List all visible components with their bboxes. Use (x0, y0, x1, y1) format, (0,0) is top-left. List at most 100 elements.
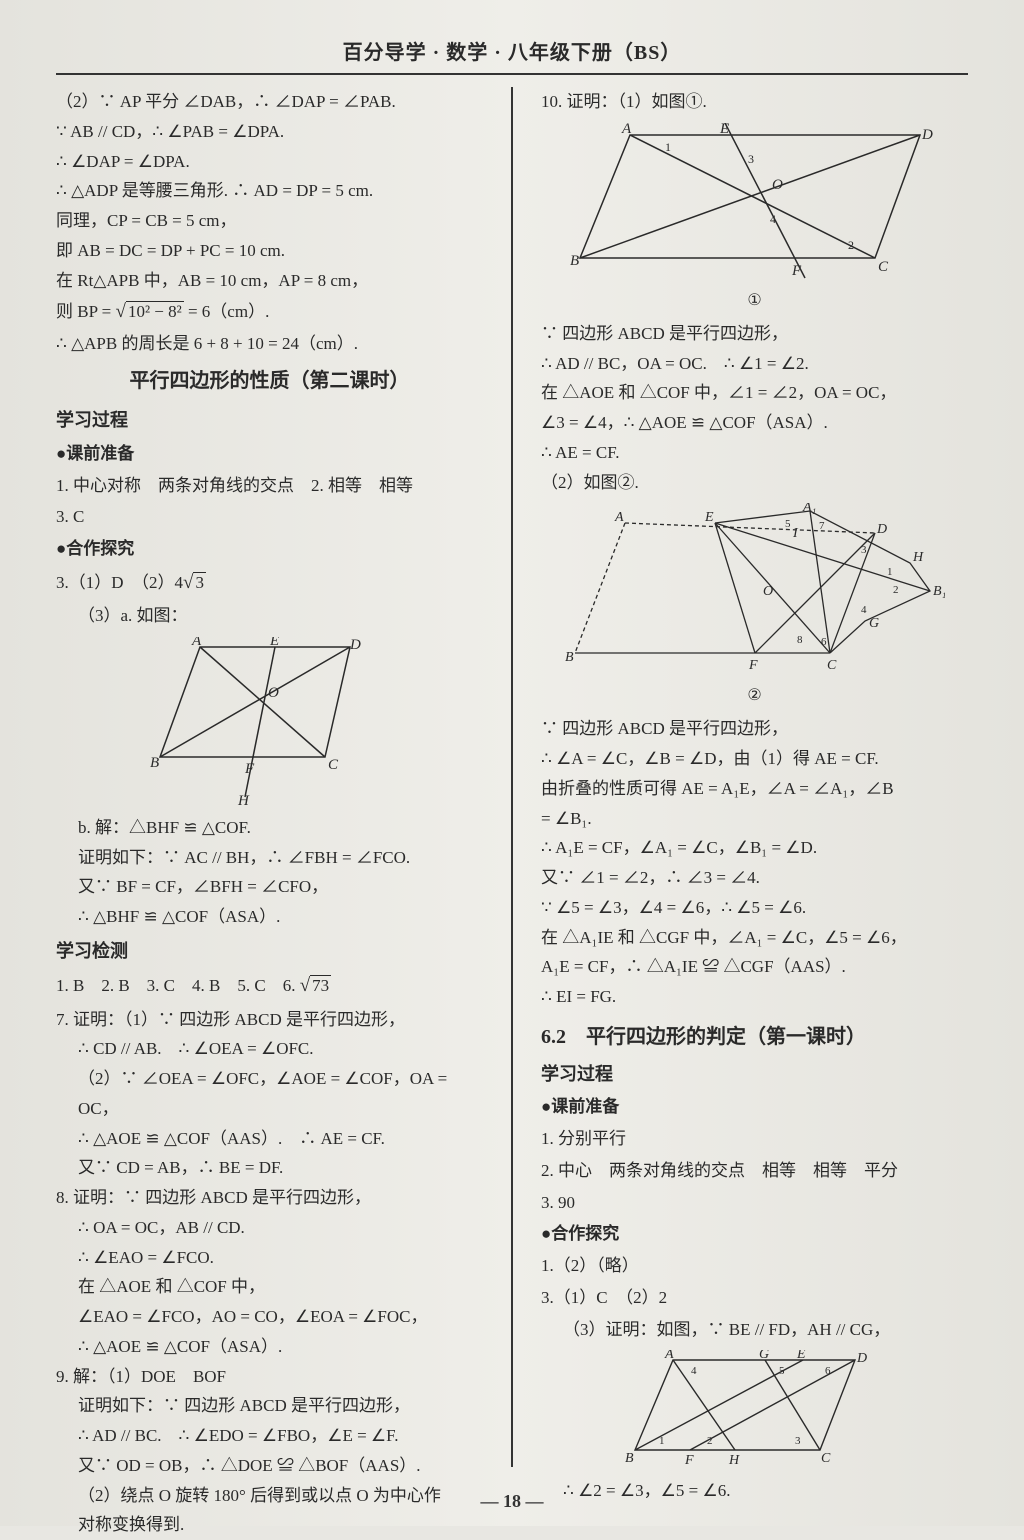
sqrt-content: 3 (193, 572, 206, 592)
text: 在 △A₁IE 和 △CGF 中，∠A₁ = ∠C，∠5 = ∠6， (541, 923, 968, 953)
text: 8. 证明：∵ 四边形 ABCD 是平行四边形， (56, 1183, 483, 1213)
answer-row: 3. 90 (541, 1188, 968, 1218)
columns: （2）∵ AP 平分 ∠DAB，∴ ∠DAP = ∠PAB. ∵ AB // C… (56, 87, 968, 1467)
svg-text:B₁: B₁ (933, 584, 945, 599)
text: ∵ AB // CD，∴ ∠PAB = ∠DPA. (56, 117, 483, 147)
svg-text:5: 5 (785, 518, 791, 530)
svg-text:E: E (719, 123, 729, 137)
text: ∴ △BHF ≌ △COF（ASA）. (56, 902, 483, 932)
text: ∵ 四边形 ABCD 是平行四边形， (541, 319, 968, 349)
bullet-heading: ●合作探究 (541, 1219, 968, 1249)
text: = 6（cm）. (184, 302, 270, 321)
bullet-heading: ●课前准备 (56, 439, 483, 469)
svg-text:4: 4 (770, 212, 776, 226)
svg-text:4: 4 (691, 1365, 697, 1377)
sqrt-content: 73 (310, 975, 331, 995)
svg-text:4: 4 (861, 604, 867, 616)
diagram-figure: AGED BFHC 456 123 (625, 1350, 885, 1470)
text: 由折叠的性质可得 AE = A₁E，∠A = ∠A₁，∠B (541, 774, 968, 804)
svg-text:1: 1 (659, 1435, 665, 1447)
text: ∵ ∠5 = ∠3，∠4 = ∠6，∴ ∠5 = ∠6. (541, 893, 968, 923)
text: 10. 证明：（1）如图①. (541, 87, 968, 117)
svg-text:6: 6 (825, 1365, 831, 1377)
svg-text:A: A (621, 123, 632, 137)
left-column: （2）∵ AP 平分 ∠DAB，∴ ∠DAP = ∠PAB. ∵ AB // C… (56, 87, 483, 1467)
column-divider (511, 87, 513, 1467)
figure-label: ② (541, 682, 968, 710)
text: ∴ △AOE ≌ △COF（AAS）. ∴ AE = CF. (56, 1124, 483, 1154)
right-column: 10. 证明：（1）如图①. A E D B F C O 1 3 4 2 (541, 87, 968, 1467)
svg-text:A: A (614, 510, 624, 525)
text: 9. 解：（1）DOE BOF (56, 1362, 483, 1392)
text: A₁E = CF，∴ △A₁IE ≌ △CGF（AAS）. (541, 952, 968, 982)
svg-text:C: C (328, 757, 339, 773)
svg-text:1: 1 (665, 140, 671, 154)
text: 7. 证明：（1）∵ 四边形 ABCD 是平行四边形， (56, 1005, 483, 1035)
section-title: 平行四边形的性质（第二课时） (56, 364, 483, 399)
text: 即 AB = DC = DP + PC = 10 cm. (56, 236, 483, 266)
text: 对称变换得到. (56, 1510, 483, 1540)
svg-text:H: H (912, 550, 924, 565)
svg-text:H: H (237, 793, 250, 807)
text: 又∵ OD = OB，∴ △DOE ≌ △BOF（AAS）. (56, 1451, 483, 1481)
svg-text:3: 3 (861, 544, 867, 556)
text: ∴ △AOE ≌ △COF（ASA）. (56, 1332, 483, 1362)
svg-text:F: F (748, 658, 758, 673)
diagram-figure: AEA₁ DIH B₁OG BFC 57 31 24 68 (565, 503, 945, 678)
answer-row: 1.（2）（略） (541, 1251, 968, 1281)
text: ∴ CD // AB. ∴ ∠OEA = ∠OFC. (56, 1034, 483, 1064)
text: ∴ ∠DAP = ∠DPA. (56, 147, 483, 177)
answer-row: 3.（1）C （2）2 (541, 1283, 968, 1313)
svg-text:1: 1 (887, 566, 893, 578)
answer-row: 3.（1）D （2）4√3 (56, 566, 483, 599)
answer-row: 2. 中心 两条对角线的交点 相等 相等 平分 (541, 1156, 968, 1186)
diagram-figure: AED BFC OH (150, 637, 390, 807)
svg-text:F: F (684, 1453, 694, 1468)
text: 则 BP = (56, 302, 116, 321)
svg-text:6: 6 (821, 636, 827, 648)
text: ∴ AD // BC. ∴ ∠EDO = ∠FBO，∠E = ∠F. (56, 1421, 483, 1451)
svg-text:C: C (827, 658, 837, 673)
text: ∴ ∠EAO = ∠FCO. (56, 1243, 483, 1273)
text: （3）a. 如图： (56, 601, 483, 631)
svg-text:E: E (704, 510, 714, 525)
answer-row: 3. C (56, 502, 483, 532)
svg-text:D: D (856, 1351, 867, 1366)
svg-text:F: F (244, 761, 255, 777)
page-header: 百分导学 · 数学 · 八年级下册（BS） (56, 36, 968, 75)
text: （2）∵ ∠OEA = ∠OFC，∠AOE = ∠COF，OA = OC， (56, 1064, 483, 1124)
sqrt-icon: √ (183, 572, 193, 593)
figure-label: ① (541, 287, 968, 315)
svg-text:2: 2 (848, 238, 854, 252)
svg-text:B: B (150, 755, 159, 771)
svg-text:O: O (772, 177, 783, 193)
text: （2）如图②. (541, 468, 968, 498)
svg-text:B: B (625, 1451, 634, 1466)
svg-text:A: A (664, 1350, 674, 1362)
diagram-figure: AED BFC O 13 42 (570, 123, 940, 283)
text: 又∵ CD = AB，∴ BE = DF. (56, 1153, 483, 1183)
chapter-title: 6.2 平行四边形的判定（第一课时） (541, 1020, 968, 1055)
text: 在 △AOE 和 △COF 中， (56, 1272, 483, 1302)
svg-text:F: F (791, 263, 802, 279)
svg-text:8: 8 (797, 634, 803, 646)
page: 百分导学 · 数学 · 八年级下册（BS） （2）∵ AP 平分 ∠DAB，∴ … (0, 0, 1024, 1526)
sub-heading: 学习检测 (56, 936, 483, 968)
text: ∴ AD // BC，OA = OC. ∴ ∠1 = ∠2. (541, 349, 968, 379)
svg-text:E: E (796, 1350, 806, 1362)
text: b. 解：△BHF ≌ △COF. (56, 813, 483, 843)
svg-text:3: 3 (795, 1435, 801, 1447)
svg-text:B: B (570, 253, 579, 269)
text: （3）证明：如图，∵ BE // FD，AH // CG， (541, 1315, 968, 1345)
svg-text:D: D (349, 637, 361, 653)
text: ∴ EI = FG. (541, 982, 968, 1012)
svg-text:3: 3 (748, 152, 754, 166)
svg-text:5: 5 (779, 1365, 785, 1377)
text: 1. B 2. B 3. C 4. B 5. C 6. (56, 976, 300, 995)
answer-row: 1. 中心对称 两条对角线的交点 2. 相等 相等 (56, 471, 483, 501)
svg-text:2: 2 (893, 584, 899, 596)
text: 又∵ BF = CF，∠BFH = ∠CFO， (56, 872, 483, 902)
svg-text:O: O (763, 584, 773, 599)
text: 3.（1）D （2）4 (56, 573, 183, 592)
svg-text:A: A (191, 637, 202, 649)
